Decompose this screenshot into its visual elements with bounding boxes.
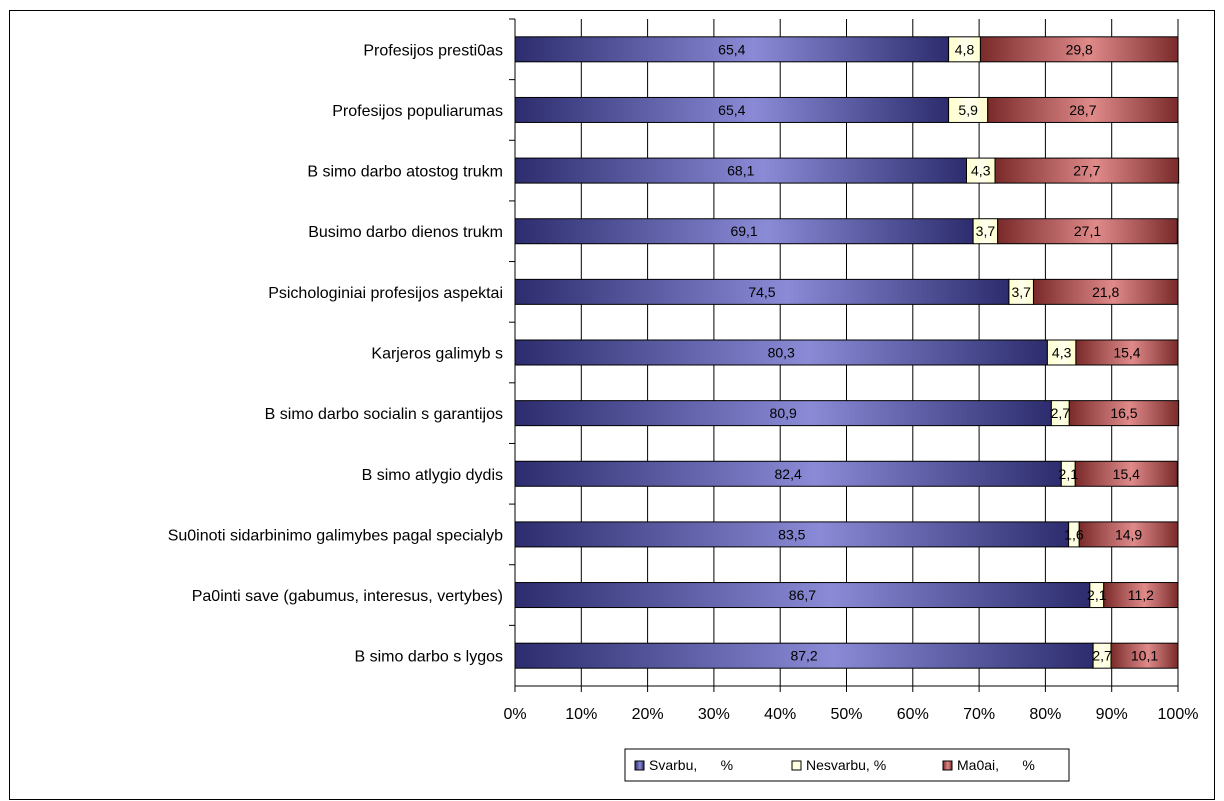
bar-segment	[966, 157, 996, 184]
x-tick-label: 90%	[1096, 706, 1128, 723]
legend-swatch	[791, 760, 802, 771]
category-label: B simo darbo s lygos	[354, 649, 503, 666]
data-label: 1,6	[1064, 526, 1084, 542]
category-label: Su0inoti sidarbinimo galimybes pagal spe…	[168, 527, 503, 544]
legend-box	[624, 748, 1070, 782]
data-label: 65,4	[718, 102, 745, 118]
data-label: 2,1	[1087, 587, 1107, 603]
category-label: Busimo darbo dienos trukm	[308, 224, 503, 241]
bar-segment	[1074, 460, 1178, 487]
bar-segment	[994, 157, 1180, 184]
data-label: 86,7	[789, 587, 816, 603]
labels: 0% 10% 20% 30% 40% 50% 60% 70% 80% 90% 100% Profesi…	[168, 41, 1199, 723]
category-label: B simo darbo atostog trukm	[307, 164, 503, 181]
x-tick-label: 80%	[1029, 706, 1061, 723]
data-label: 27,1	[1074, 223, 1101, 239]
data-label: 74,5	[748, 284, 775, 300]
data-label: 14,9	[1115, 526, 1142, 542]
legend: Svarbu, % Nesvarbu, % Ma0ai, %	[624, 748, 1070, 782]
x-tick-label: 0%	[503, 706, 526, 723]
legend-swatch	[634, 760, 645, 771]
data-label: 4,3	[971, 163, 991, 179]
bar-segment	[514, 642, 1094, 669]
data-label: 29,8	[1066, 41, 1093, 57]
legend-label: Nesvarbu, %	[806, 757, 886, 773]
data-label: 4,8	[955, 41, 975, 57]
data-label: 65,4	[718, 41, 745, 57]
x-tick-label: 20%	[632, 706, 664, 723]
data-label: 80,3	[768, 345, 795, 361]
category-label: Psichologiniai profesijos aspektai	[268, 285, 503, 302]
data-label: 15,4	[1113, 466, 1140, 482]
legend-swatch	[942, 760, 953, 771]
bar-segment	[514, 582, 1091, 609]
data-label: 16,5	[1110, 405, 1137, 421]
bar-segment	[987, 96, 1179, 123]
data-label: 2,7	[1051, 405, 1071, 421]
bar-segment	[1110, 642, 1179, 669]
bars	[514, 36, 1180, 669]
data-label: 28,7	[1069, 102, 1096, 118]
bar-segment	[1078, 521, 1179, 548]
data-label: 3,7	[1011, 284, 1031, 300]
category-label: B simo darbo socialin s garantijos	[265, 406, 503, 423]
bar-segment	[1008, 278, 1034, 305]
data-label: 69,1	[730, 223, 757, 239]
bar-segment	[1068, 400, 1180, 427]
data-label: 2,1	[1059, 466, 1079, 482]
bar-segment	[979, 36, 1179, 63]
bar-segment	[514, 400, 1052, 427]
x-tick-label: 100%	[1158, 706, 1199, 723]
x-tick-label: 70%	[963, 706, 995, 723]
bar-segment	[1075, 339, 1179, 366]
data-label: 83,5	[778, 526, 805, 542]
category-label: Pa0inti save (gabumus, interesus, vertyb…	[192, 588, 503, 605]
bar-segment	[514, 278, 1010, 305]
data-label: 4,3	[1052, 345, 1072, 361]
bar-segment	[972, 218, 999, 245]
category-label: B simo atlygio dydis	[362, 467, 503, 484]
axes	[509, 18, 1179, 692]
x-tick-label: 10%	[565, 706, 597, 723]
category-label: Karjeros galimyb s	[371, 346, 503, 363]
data-label: 82,4	[775, 466, 802, 482]
bar-segment	[1032, 278, 1179, 305]
x-tick-label: 30%	[698, 706, 730, 723]
category-label: Profesijos presti0as	[363, 42, 503, 59]
data-label: 11,2	[1128, 587, 1154, 603]
x-tick-label: 40%	[764, 706, 796, 723]
bar-segment	[514, 339, 1048, 366]
category-label: Profesijos populiarumas	[332, 103, 503, 120]
data-label: 5,9	[958, 102, 978, 118]
bar-segment	[514, 521, 1070, 548]
x-tick-label: 60%	[897, 706, 929, 723]
bar-segment	[948, 96, 989, 123]
stacked-bar-chart: 0% 10% 20% 30% 40% 50% 60% 70% 80% 90% 100% Profesi…	[168, 18, 1199, 782]
data-label: 68,1	[727, 163, 754, 179]
bar-segment	[997, 218, 1178, 245]
data-label: 80,9	[770, 405, 797, 421]
data-label: 2,7	[1092, 648, 1112, 664]
data-label: 10,1	[1131, 648, 1158, 664]
legend-label: Svarbu, %	[649, 757, 733, 773]
data-label: 3,7	[976, 223, 996, 239]
legend-label: Ma0ai, %	[957, 757, 1035, 773]
bar-segment	[514, 157, 968, 184]
data-label: 21,8	[1092, 284, 1119, 300]
chart-frame: 0% 10% 20% 30% 40% 50% 60% 70% 80% 90% 100% Profesi…	[9, 10, 1215, 800]
bar-segment	[1046, 339, 1077, 366]
bar-segment	[948, 36, 981, 63]
data-label: 87,2	[790, 648, 817, 664]
data-label: 27,7	[1073, 163, 1100, 179]
bar-segment	[1103, 582, 1179, 609]
x-tick-label: 50%	[830, 706, 862, 723]
data-label: 15,4	[1113, 345, 1140, 361]
